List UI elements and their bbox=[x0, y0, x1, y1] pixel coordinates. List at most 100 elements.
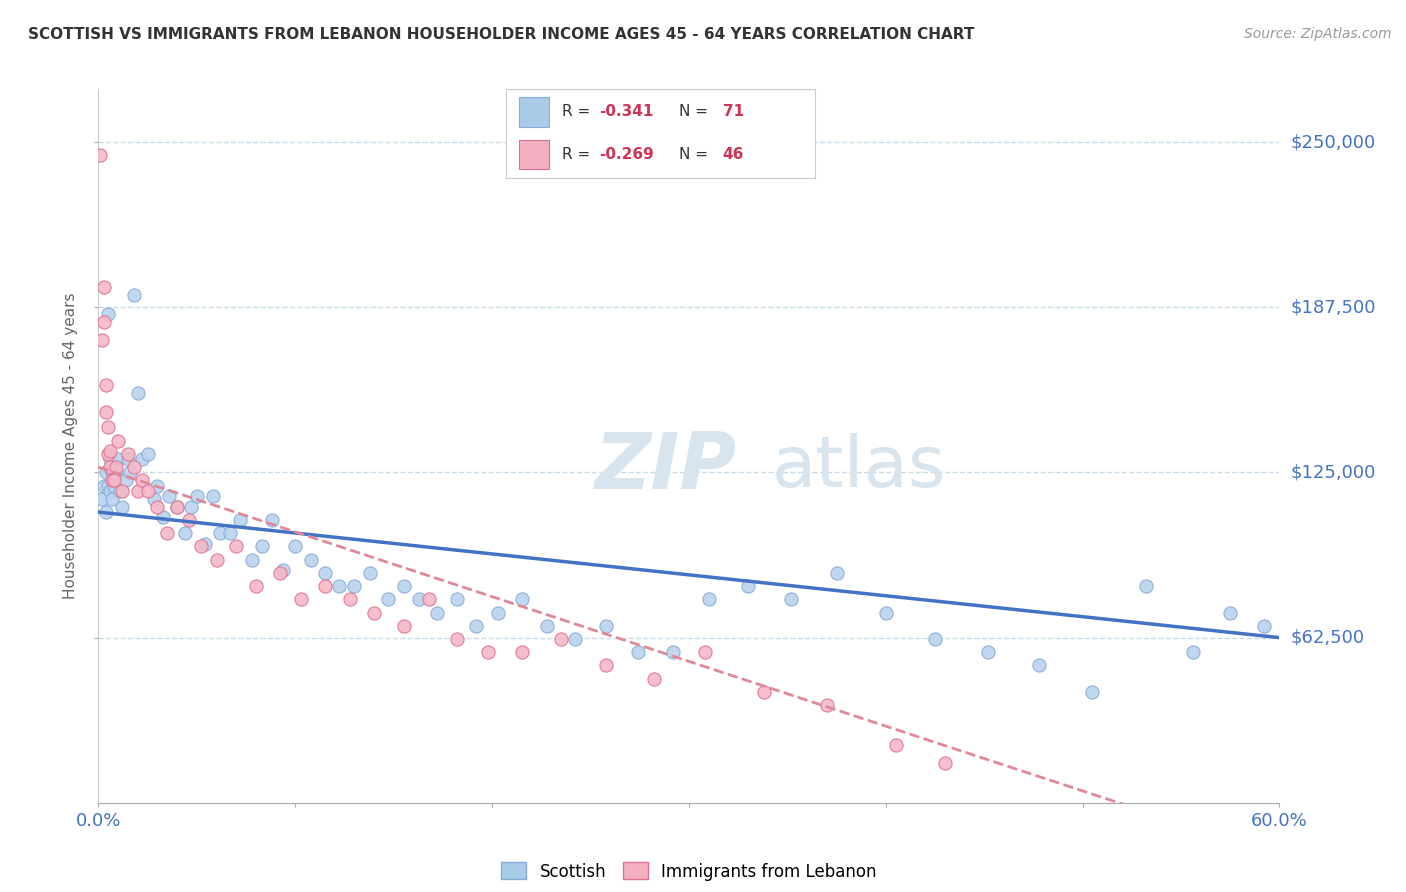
Point bbox=[229, 513, 252, 527]
Point bbox=[314, 566, 336, 580]
Point bbox=[408, 592, 430, 607]
Point bbox=[122, 460, 145, 475]
Point bbox=[240, 552, 263, 566]
Point bbox=[418, 592, 440, 607]
Point bbox=[426, 606, 449, 620]
Point bbox=[825, 566, 848, 580]
Point bbox=[103, 474, 125, 488]
Text: N =: N = bbox=[679, 104, 713, 120]
Point bbox=[118, 466, 141, 480]
Point bbox=[127, 483, 149, 498]
Text: $62,500: $62,500 bbox=[1291, 629, 1365, 647]
Point bbox=[96, 505, 118, 519]
Point bbox=[1219, 606, 1241, 620]
Point bbox=[136, 483, 159, 498]
Point bbox=[595, 658, 617, 673]
Point bbox=[377, 592, 399, 607]
Text: R =: R = bbox=[562, 147, 595, 162]
Point bbox=[111, 483, 134, 498]
Point bbox=[662, 645, 685, 659]
Point bbox=[934, 756, 956, 771]
Point bbox=[225, 540, 247, 554]
Point bbox=[643, 672, 665, 686]
Point bbox=[96, 466, 118, 480]
Text: Source: ZipAtlas.com: Source: ZipAtlas.com bbox=[1244, 27, 1392, 41]
Point bbox=[142, 491, 165, 506]
Point bbox=[146, 500, 169, 514]
Text: N =: N = bbox=[679, 147, 713, 162]
Point bbox=[180, 500, 202, 514]
Point bbox=[697, 592, 720, 607]
Point bbox=[510, 645, 533, 659]
Point bbox=[96, 378, 118, 392]
Point bbox=[328, 579, 350, 593]
Point bbox=[780, 592, 803, 607]
Point bbox=[127, 386, 149, 401]
Point bbox=[752, 685, 775, 699]
Point bbox=[98, 444, 121, 458]
Point bbox=[174, 526, 197, 541]
Point bbox=[122, 288, 145, 302]
Point bbox=[737, 579, 759, 593]
Point bbox=[219, 526, 242, 541]
Point bbox=[446, 592, 468, 607]
Point bbox=[290, 592, 312, 607]
Point bbox=[115, 474, 138, 488]
Point bbox=[245, 579, 267, 593]
Point bbox=[156, 526, 179, 541]
Point bbox=[98, 452, 121, 467]
Point bbox=[815, 698, 838, 712]
Point bbox=[194, 537, 217, 551]
Point bbox=[363, 606, 385, 620]
Point bbox=[875, 606, 897, 620]
Point bbox=[1253, 618, 1275, 632]
Point bbox=[510, 592, 533, 607]
Point bbox=[627, 645, 650, 659]
Point bbox=[93, 315, 115, 329]
Point bbox=[136, 447, 159, 461]
Point bbox=[486, 606, 509, 620]
Point bbox=[977, 645, 1000, 659]
Point bbox=[97, 478, 120, 492]
Point bbox=[339, 592, 361, 607]
Point bbox=[1028, 658, 1050, 673]
Point bbox=[190, 540, 212, 554]
Bar bbox=[519, 97, 550, 127]
Point bbox=[105, 466, 128, 480]
Point bbox=[96, 404, 118, 418]
Point bbox=[314, 579, 336, 593]
Point bbox=[260, 513, 283, 527]
Bar bbox=[519, 140, 550, 169]
Point bbox=[205, 552, 228, 566]
Text: SCOTTISH VS IMMIGRANTS FROM LEBANON HOUSEHOLDER INCOME AGES 45 - 64 YEARS CORREL: SCOTTISH VS IMMIGRANTS FROM LEBANON HOUS… bbox=[28, 27, 974, 42]
Point bbox=[146, 478, 169, 492]
Point bbox=[97, 447, 120, 461]
Text: -0.341: -0.341 bbox=[599, 104, 654, 120]
Point bbox=[117, 452, 139, 467]
Legend: Scottish, Immigrants from Lebanon: Scottish, Immigrants from Lebanon bbox=[495, 855, 883, 888]
Point bbox=[392, 618, 415, 632]
Text: $250,000: $250,000 bbox=[1291, 133, 1376, 151]
Text: $125,000: $125,000 bbox=[1291, 464, 1376, 482]
Point bbox=[152, 510, 174, 524]
Point bbox=[89, 148, 111, 162]
Text: atlas: atlas bbox=[772, 433, 946, 502]
Point bbox=[884, 738, 907, 752]
Point bbox=[595, 618, 617, 632]
Point bbox=[111, 500, 134, 514]
Point bbox=[269, 566, 291, 580]
Text: $187,500: $187,500 bbox=[1291, 298, 1376, 317]
Point bbox=[186, 489, 208, 503]
Point bbox=[97, 420, 120, 434]
Point bbox=[273, 563, 295, 577]
Point bbox=[564, 632, 586, 646]
Point bbox=[98, 460, 121, 475]
Point bbox=[166, 500, 188, 514]
Point bbox=[299, 552, 322, 566]
Point bbox=[93, 478, 115, 492]
Point bbox=[1135, 579, 1157, 593]
Point bbox=[101, 491, 124, 506]
Point bbox=[392, 579, 415, 593]
Text: ZIP: ZIP bbox=[595, 429, 737, 506]
Point bbox=[201, 489, 224, 503]
